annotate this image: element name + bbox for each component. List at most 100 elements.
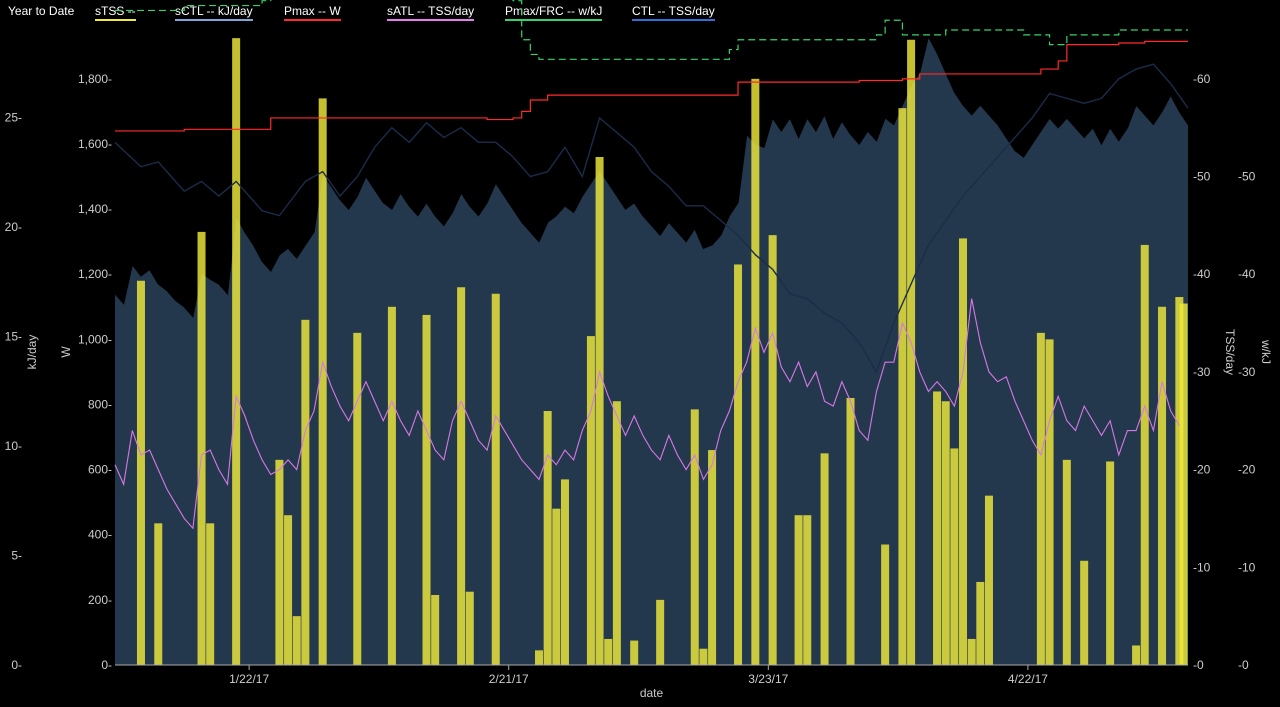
- bar-15: [465, 591, 474, 665]
- bar-9: [318, 98, 327, 665]
- bar-18: [543, 411, 552, 665]
- w-tick-4: 800-: [88, 397, 112, 411]
- bar-31: [751, 78, 760, 666]
- bar-29: [708, 450, 717, 665]
- legend-swatch: [95, 19, 136, 21]
- bar-3: [206, 523, 215, 665]
- area-sctl-edge: [114, 34, 1189, 318]
- bar-21: [586, 336, 595, 665]
- kjday-axis-title: kJ/day: [25, 335, 39, 370]
- legend-item-5[interactable]: CTL -- TSS/day: [632, 4, 715, 21]
- legend-label: Pmax/FRC -- w/kJ: [505, 4, 603, 18]
- bar-56: [1179, 303, 1188, 665]
- bar-10: [353, 332, 362, 665]
- bar-19: [552, 508, 561, 665]
- bar-48: [1045, 339, 1054, 665]
- legend-item-1[interactable]: sCTL -- kJ/day: [175, 4, 253, 21]
- wkj-tick-2: -20: [1238, 463, 1256, 477]
- wkj-axis-title: w/kJ: [1259, 339, 1273, 364]
- bar-35: [820, 453, 829, 665]
- bar-20: [560, 479, 569, 665]
- bar-12: [422, 314, 431, 665]
- bar-52: [1132, 645, 1141, 665]
- bar-5: [275, 459, 284, 665]
- legend-item-3[interactable]: sATL -- TSS/day: [387, 4, 475, 21]
- legend-item-2[interactable]: Pmax -- W: [284, 4, 341, 21]
- tssday-tick-0: -0: [1193, 658, 1204, 672]
- bar-51: [1106, 461, 1115, 665]
- bar-27: [690, 409, 699, 665]
- bar-11: [387, 306, 396, 665]
- bar-2: [197, 231, 206, 665]
- legend-swatch: [284, 19, 341, 21]
- tssday-tick-2: -20: [1193, 463, 1211, 477]
- bar-36: [846, 397, 855, 665]
- x-axis-title: date: [640, 686, 664, 700]
- legend-label: Pmax -- W: [284, 4, 341, 18]
- kjday-tick-1: 5-: [11, 549, 22, 563]
- wkj-tick-0: -0: [1238, 658, 1249, 672]
- w-tick-7: 1,400-: [78, 202, 112, 216]
- line-satl: [114, 298, 1180, 530]
- bar-55: [1175, 297, 1184, 665]
- range-label[interactable]: Year to Date: [8, 4, 75, 18]
- bar-34: [803, 515, 812, 665]
- w-tick-1: 200-: [88, 593, 112, 607]
- w-tick-9: 1,800-: [78, 72, 112, 86]
- kjday-tick-3: 15-: [5, 330, 22, 344]
- bar-49: [1062, 459, 1071, 665]
- bar-54: [1158, 306, 1167, 665]
- w-tick-0: 0-: [101, 658, 112, 672]
- tssday-axis-title: TSS/day: [1223, 329, 1237, 375]
- legend-label: CTL -- TSS/day: [632, 4, 715, 18]
- w-axis-title: W: [59, 346, 73, 358]
- tssday-tick-5: -50: [1193, 170, 1211, 184]
- kjday-tick-4: 20-: [5, 220, 22, 234]
- bar-37: [881, 544, 890, 665]
- bar-22: [595, 157, 604, 665]
- bar-44: [967, 638, 976, 665]
- bar-47: [1036, 332, 1045, 665]
- tssday-tick-1: -10: [1193, 560, 1211, 574]
- bar-42: [950, 448, 959, 665]
- bar-32: [768, 235, 777, 665]
- kjday-tick-0: 0-: [11, 658, 22, 672]
- bar-13: [431, 594, 440, 665]
- tssday-tick-3: -30: [1193, 365, 1211, 379]
- kjday-tick-2: 10-: [5, 439, 22, 453]
- x-tick-label-2: 3/23/17: [748, 672, 788, 686]
- bar-50: [1080, 560, 1089, 665]
- w-tick-2: 400-: [88, 528, 112, 542]
- legend-swatch: [175, 19, 253, 21]
- tssday-tick-6: -60: [1193, 72, 1211, 86]
- legend-label: sATL -- TSS/day: [387, 4, 475, 18]
- bar-41: [941, 401, 950, 665]
- bar-39: [907, 39, 916, 666]
- bar-26: [656, 599, 665, 665]
- bar-33: [794, 515, 803, 665]
- bar-30: [734, 264, 743, 665]
- bar-17: [535, 650, 544, 665]
- bar-38: [898, 108, 907, 665]
- legend-label: sCTL -- kJ/day: [175, 4, 253, 18]
- tssday-tick-4: -40: [1193, 267, 1211, 281]
- wkj-tick-5: -50: [1238, 170, 1256, 184]
- x-tick-label-1: 2/21/17: [489, 672, 529, 686]
- line-ctl: [114, 63, 1189, 374]
- legend-swatch: [387, 19, 475, 21]
- bar-7: [292, 616, 301, 665]
- wkj-tick-3: -30: [1238, 365, 1256, 379]
- bar-14: [457, 287, 466, 665]
- legend-swatch: [505, 19, 603, 21]
- bar-25: [630, 640, 639, 665]
- bar-45: [976, 581, 985, 665]
- legend-swatch: [632, 19, 715, 21]
- bar-23: [604, 638, 613, 665]
- legend-item-4[interactable]: Pmax/FRC -- w/kJ: [505, 4, 603, 21]
- w-tick-5: 1,000-: [78, 332, 112, 346]
- line-pmax: [115, 40, 1188, 132]
- bar-24: [612, 401, 621, 665]
- wkj-tick-1: -10: [1238, 560, 1256, 574]
